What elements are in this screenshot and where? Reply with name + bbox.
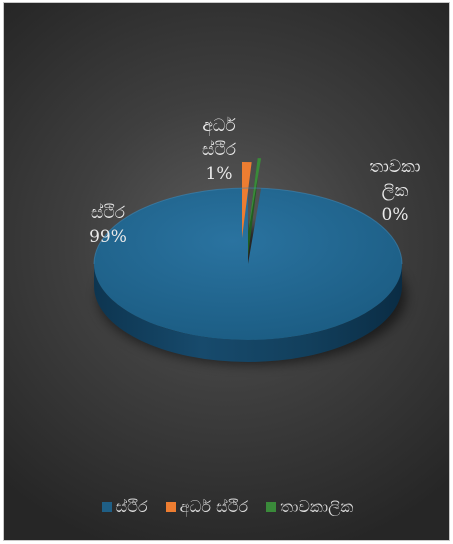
chart-area: ස්ථිර 99% අර්ධ ස්ථිර 1% තාවකා ලික 0% ස්ථිර අර්ධ…: [3, 2, 450, 541]
data-label-temporary-line: 0%: [382, 205, 409, 225]
data-label-temporary-line: ලික: [382, 181, 409, 201]
slice-semi-permanent-group[interactable]: [242, 162, 252, 260]
data-label-temporary: තාවකා ලික 0%: [369, 157, 420, 225]
slice-permanent[interactable]: [94, 188, 403, 340]
data-label-semi-permanent-line: අර්ධ: [202, 116, 236, 137]
legend-label-permanent: ස්ථිර: [115, 497, 148, 516]
slice-permanent-group[interactable]: [94, 188, 403, 340]
pie-chart: ස්ථිර 99% අර්ධ ස්ථිර 1% තාවකා ලික 0%: [89, 116, 421, 365]
pie-side-wall: [94, 264, 402, 362]
legend-item-semi-permanent[interactable]: අර්ධ ස්ථිර: [165, 497, 249, 517]
data-label-permanent: ස්ථිර 99%: [89, 203, 127, 247]
slice-temporary[interactable]: [248, 158, 262, 234]
data-label-semi-permanent-line: 1%: [206, 164, 233, 184]
data-label-temporary-line: තාවකා: [369, 157, 420, 177]
legend-item-temporary[interactable]: තාවකාලික: [266, 497, 353, 517]
legend-item-permanent[interactable]: ස්ථිර: [101, 497, 148, 517]
slice-temporary-group[interactable]: [248, 158, 262, 256]
data-label-semi-permanent-line: ස්ථිර: [202, 140, 237, 160]
legend-label-semi-permanent: අර්ධ ස්ථිර: [179, 497, 249, 516]
legend-swatch-permanent: [101, 502, 112, 512]
legend-swatch-semi-permanent: [165, 502, 176, 512]
data-label-permanent-line: ස්ථිර: [91, 203, 126, 223]
data-label-semi-permanent: අර්ධ ස්ථිර 1%: [202, 116, 237, 184]
data-label-permanent-line: 99%: [89, 227, 127, 247]
slice-semi-permanent[interactable]: [242, 162, 252, 238]
legend-label-temporary: තාවකාලික: [280, 497, 354, 516]
pie-top-edge: [93, 187, 403, 265]
legend: ස්ථිර අර්ධ ස්ථිර තාවකාලික: [4, 497, 449, 517]
legend-swatch-temporary: [266, 502, 277, 512]
